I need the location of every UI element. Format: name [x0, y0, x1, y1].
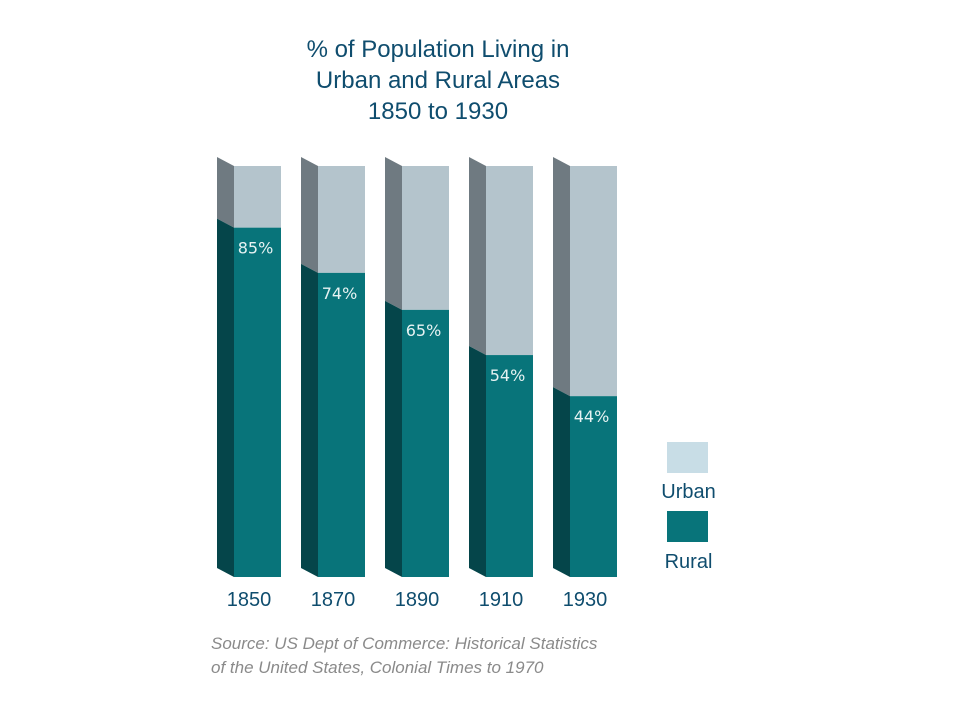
urban-side-1870	[301, 157, 318, 273]
urban-segment-1930	[570, 166, 617, 397]
urban-side-1890	[385, 157, 402, 310]
rural-segment-1870	[318, 272, 365, 577]
rural-segment-1930	[570, 396, 617, 577]
x-tick-label-1890: 1890	[395, 589, 440, 611]
source-line-2: of the United States, Colonial Times to …	[211, 658, 544, 677]
rural-side-1910	[469, 346, 486, 577]
rural-segment-1890	[402, 309, 449, 577]
bar-1870: 74% 1870	[301, 157, 365, 611]
rural-segment-1850	[234, 227, 281, 577]
bar-1910: 54% 1910	[469, 157, 533, 611]
value-label-1910: 54%	[490, 366, 526, 385]
urban-segment-1910	[486, 166, 533, 356]
urban-segment-1870	[318, 166, 365, 273]
value-label-1890: 65%	[406, 321, 442, 340]
value-label-1850: 85%	[238, 239, 274, 258]
rural-side-1930	[553, 387, 570, 577]
bar-1890: 65% 1890	[385, 157, 449, 611]
value-label-1870: 74%	[322, 284, 358, 303]
x-tick-label-1870: 1870	[311, 589, 356, 611]
bar-1850: 85% 1850	[217, 157, 281, 611]
chart-title-line-1: % of Population Living in	[306, 36, 570, 63]
legend-swatch-rural	[667, 511, 708, 542]
x-tick-label-1930: 1930	[563, 589, 608, 611]
value-label-1930: 44%	[574, 407, 610, 426]
x-tick-label-1850: 1850	[227, 589, 272, 611]
x-tick-label-1910: 1910	[479, 589, 524, 611]
rural-side-1890	[385, 300, 402, 577]
urban-segment-1890	[402, 166, 449, 310]
urban-side-1850	[217, 157, 234, 228]
rural-side-1870	[301, 263, 318, 577]
bars-group: 85% 1850 74% 1870 65% 1890 54% 1910 44% 1930	[217, 157, 617, 611]
source-note: Source: US Dept of Commerce: Historical …	[211, 632, 597, 680]
chart-title: % of Population Living in Urban and Rura…	[218, 34, 658, 127]
chart-title-line-2: Urban and Rural Areas	[315, 67, 561, 94]
bar-1930: 44% 1930	[553, 157, 617, 611]
rural-side-1850	[217, 218, 234, 577]
urban-segment-1850	[234, 166, 281, 228]
legend-label-rural: Rural	[665, 551, 713, 573]
source-line-1: Source: US Dept of Commerce: Historical …	[211, 634, 598, 653]
urban-side-1910	[469, 157, 486, 356]
legend: Urban Rural	[661, 442, 716, 573]
rural-segment-1910	[486, 355, 533, 577]
urban-side-1930	[553, 157, 570, 397]
chart-title-line-3: 1850 to 1930	[367, 98, 509, 125]
legend-swatch-urban	[667, 442, 708, 473]
legend-label-urban: Urban	[661, 481, 715, 503]
